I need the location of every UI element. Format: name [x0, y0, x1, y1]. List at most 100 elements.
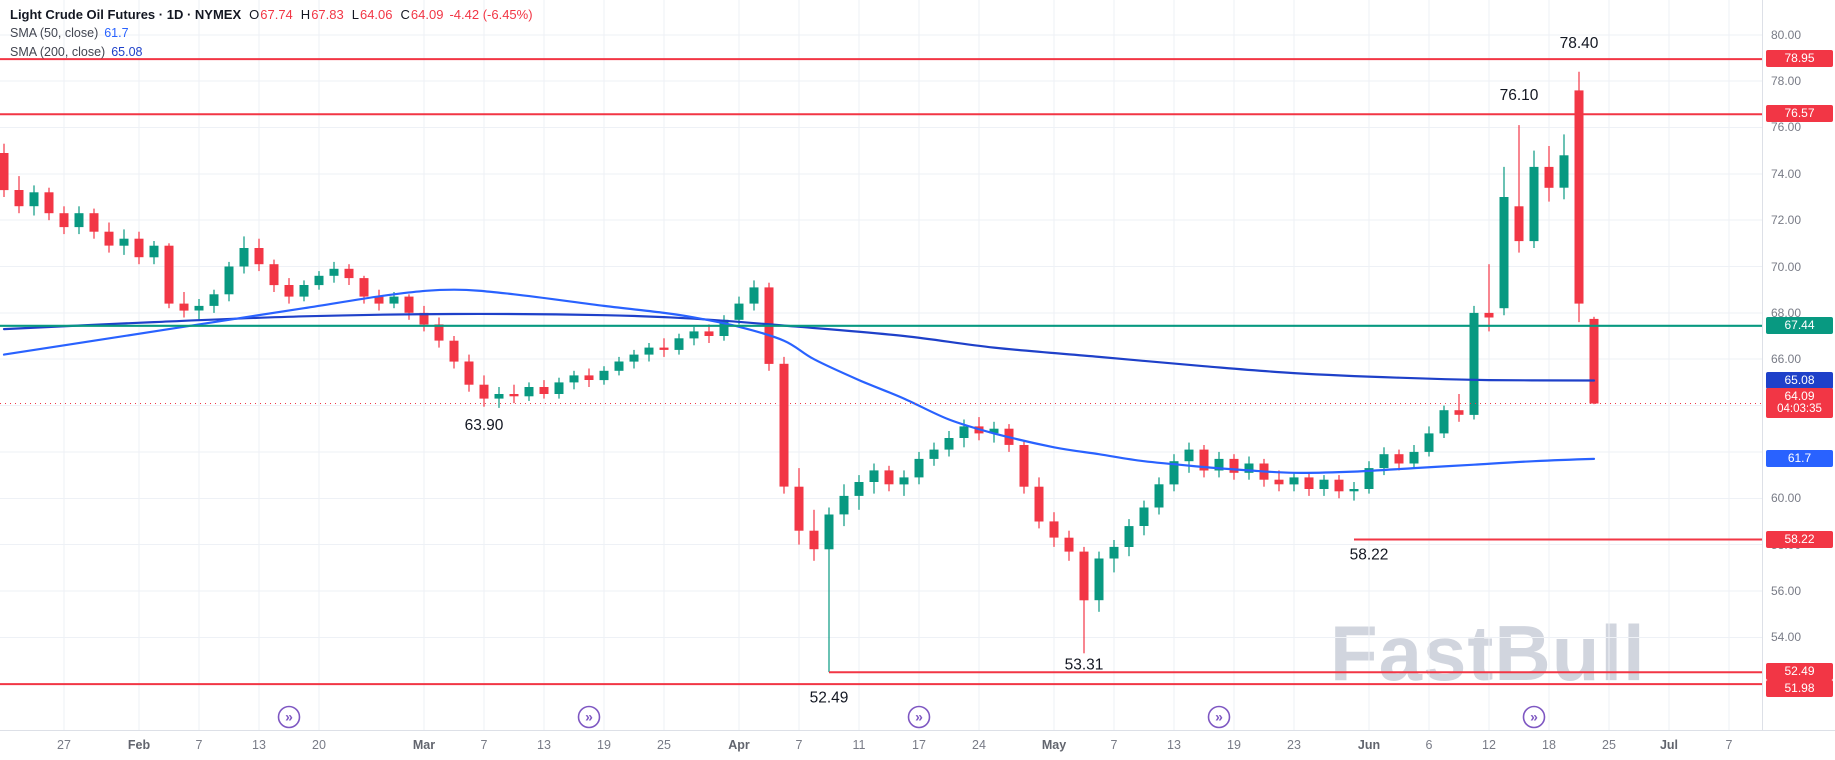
candle	[329, 261, 339, 283]
price-tick-label: 68.00	[1771, 306, 1802, 320]
price-tick-label: 72.00	[1771, 213, 1802, 227]
candle	[1574, 71, 1584, 323]
sma200-legend[interactable]: SMA (200, close) 65.08	[10, 44, 533, 61]
time-tick-label: 7	[1725, 738, 1733, 752]
candle	[599, 366, 609, 385]
low-label: L	[351, 7, 359, 22]
candle	[29, 185, 39, 216]
sma200-line[interactable]	[2, 312, 1596, 382]
event-marker[interactable]: »	[577, 705, 601, 729]
annotation-78.40[interactable]: 78.40	[1560, 35, 1599, 52]
price-badge-65.08: 65.08	[1766, 372, 1833, 389]
candle	[1544, 146, 1554, 202]
price-badge-51.98: 51.98	[1766, 680, 1833, 697]
candle	[989, 421, 999, 443]
annotations-layer: 78.40 76.10 63.90 58.22 53.31 52.49	[465, 35, 1599, 706]
candle	[1319, 475, 1329, 496]
annotation-76.10[interactable]: 76.10	[1500, 87, 1539, 104]
candle	[1304, 472, 1314, 496]
candle	[614, 356, 624, 376]
candle	[284, 278, 294, 304]
price-tick-label: 76.00	[1771, 120, 1802, 134]
event-marker[interactable]: »	[1522, 705, 1546, 729]
candle	[884, 465, 894, 492]
candle	[689, 326, 699, 346]
price-tick-label: 54.00	[1771, 630, 1802, 644]
candle	[824, 507, 834, 673]
time-tick-label: 7	[480, 738, 488, 752]
candle	[1499, 166, 1509, 316]
double-chevron-icon: »	[1530, 709, 1538, 725]
candle	[734, 296, 744, 325]
candle	[644, 343, 654, 362]
time-tick-label: Mar	[412, 738, 436, 752]
candle	[854, 475, 864, 510]
candle	[194, 299, 204, 320]
candle	[1364, 461, 1374, 494]
time-tick-label: Apr	[728, 738, 750, 752]
annotation-58.22[interactable]: 58.22	[1350, 547, 1389, 564]
event-marker[interactable]: »	[907, 705, 931, 729]
time-tick-label: 23	[1287, 738, 1301, 752]
candle	[1169, 454, 1179, 492]
candle	[1034, 477, 1044, 529]
double-chevron-icon: »	[285, 709, 293, 725]
watermark: FastBull	[1330, 609, 1646, 697]
candle	[914, 451, 924, 485]
double-chevron-icon: »	[915, 709, 923, 725]
price-badge-52.49: 52.49	[1766, 663, 1833, 680]
candle	[1484, 264, 1494, 332]
candle	[779, 356, 789, 494]
change-value: -4.42 (-6.45%)	[449, 7, 533, 22]
event-marker[interactable]: »	[277, 705, 301, 729]
price-badge-67.44: 67.44	[1766, 317, 1833, 334]
candle	[1529, 150, 1539, 248]
time-tick-label: 13	[252, 738, 266, 752]
candle	[1064, 530, 1074, 561]
time-axis[interactable]: 27 Feb 7 13 20 Mar 7 13 19 25 Apr 7 11 17 24 May 7 13 19 23…	[0, 730, 1835, 760]
sma50-legend[interactable]: SMA (50, close) 61.7	[10, 25, 533, 42]
annotation-53.31[interactable]: 53.31	[1065, 656, 1104, 673]
candle	[1124, 519, 1134, 557]
symbol-title[interactable]: Light Crude Oil Futures · 1D · NYMEX	[10, 7, 242, 22]
candle	[929, 442, 939, 466]
time-tick-label: 12	[1482, 738, 1496, 752]
candle	[164, 243, 174, 309]
candle	[1139, 500, 1149, 536]
candle	[569, 370, 579, 390]
price-tick-label: 56.00	[1771, 584, 1802, 598]
price-badge-78.95: 78.95	[1766, 50, 1833, 67]
candle	[1589, 316, 1599, 405]
time-tick-label: 7	[795, 738, 803, 752]
sma50-label: SMA (50, close)	[10, 26, 99, 40]
candle	[14, 176, 24, 214]
sma50-line[interactable]	[2, 288, 1596, 474]
candle	[209, 289, 219, 313]
price-tick-label: 66.00	[1771, 352, 1802, 366]
candle	[1019, 440, 1029, 494]
candles-layer	[0, 71, 1599, 673]
candle	[59, 206, 69, 235]
annotation-63.90[interactable]: 63.90	[465, 417, 504, 434]
candle	[149, 241, 159, 265]
candle	[899, 470, 909, 496]
event-marker[interactable]: »	[1207, 705, 1231, 729]
candle	[659, 338, 669, 357]
price-tick-label: 80.00	[1771, 28, 1802, 42]
candle	[404, 294, 414, 320]
price-axis[interactable]: 80.00 78.00 76.00 74.00 72.00 70.00 68.00 66.00…	[1762, 0, 1835, 730]
price-tick-label: 78.00	[1771, 74, 1802, 88]
annotation-52.49[interactable]: 52.49	[810, 689, 849, 706]
open-label: O	[249, 7, 260, 22]
candle	[1244, 456, 1254, 480]
event-markers-layer: » » » » »	[277, 705, 1546, 729]
candle	[1514, 125, 1524, 253]
time-tick-label: 7	[195, 738, 203, 752]
candle	[239, 236, 249, 274]
candle	[89, 208, 99, 239]
price-tick-label: 60.00	[1771, 491, 1802, 505]
candle	[1199, 445, 1209, 478]
time-tick-label: Jun	[1357, 738, 1381, 752]
time-tick-label: 19	[597, 738, 611, 752]
